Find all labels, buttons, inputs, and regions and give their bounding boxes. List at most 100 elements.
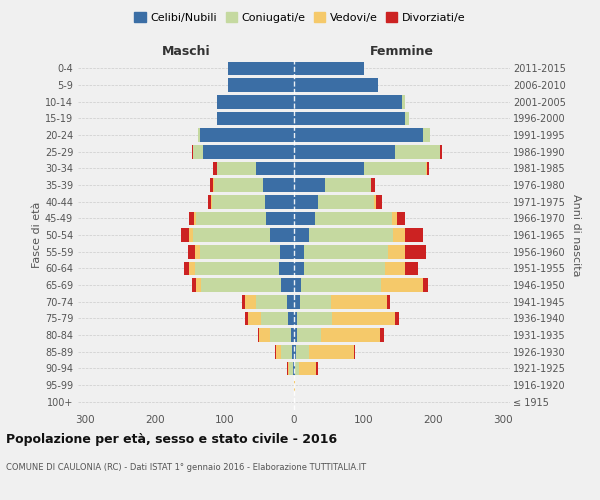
Bar xyxy=(406,245,427,258)
Bar xyxy=(281,345,292,358)
Bar xyxy=(371,178,375,192)
Bar xyxy=(287,362,288,375)
Bar xyxy=(385,262,406,275)
Bar xyxy=(276,345,281,358)
Bar xyxy=(393,228,406,242)
Bar xyxy=(440,145,442,158)
Bar xyxy=(265,195,294,208)
Bar xyxy=(181,228,190,242)
Bar xyxy=(427,162,429,175)
Bar xyxy=(278,262,294,275)
Bar xyxy=(259,328,269,342)
Bar xyxy=(395,145,440,158)
Bar xyxy=(294,178,325,192)
Text: Femmine: Femmine xyxy=(370,44,434,58)
Bar xyxy=(275,345,276,358)
Bar xyxy=(406,262,418,275)
Bar xyxy=(397,212,406,225)
Text: Popolazione per età, sesso e stato civile - 2016: Popolazione per età, sesso e stato civil… xyxy=(6,432,337,446)
Bar xyxy=(364,162,427,175)
Bar xyxy=(184,262,190,275)
Y-axis label: Fasce di età: Fasce di età xyxy=(32,202,42,268)
Bar xyxy=(202,278,281,292)
Bar xyxy=(211,195,212,208)
Bar xyxy=(260,312,289,325)
Bar xyxy=(294,228,310,242)
Bar xyxy=(245,312,248,325)
Bar xyxy=(245,295,256,308)
Bar xyxy=(294,62,364,75)
Bar xyxy=(298,312,332,325)
Bar xyxy=(228,78,294,92)
Bar xyxy=(248,312,260,325)
Bar xyxy=(294,262,304,275)
Legend: Celibi/Nubili, Coniugati/e, Vedovi/e, Divorziati/e: Celibi/Nubili, Coniugati/e, Vedovi/e, Di… xyxy=(130,8,470,28)
Bar xyxy=(304,245,388,258)
Bar xyxy=(269,328,290,342)
Bar xyxy=(213,162,217,175)
Bar xyxy=(263,178,294,192)
Bar xyxy=(316,362,317,375)
Bar xyxy=(188,245,195,258)
Bar xyxy=(319,195,374,208)
Bar xyxy=(294,212,315,225)
Text: COMUNE DI CAULONIA (RC) - Dati ISTAT 1° gennaio 2016 - Elaborazione TUTTITALIA.I: COMUNE DI CAULONIA (RC) - Dati ISTAT 1° … xyxy=(6,462,366,471)
Bar xyxy=(294,278,301,292)
Bar xyxy=(190,262,195,275)
Text: Maschi: Maschi xyxy=(161,44,211,58)
Bar xyxy=(297,328,321,342)
Bar xyxy=(266,212,294,225)
Bar xyxy=(258,328,259,342)
Bar xyxy=(294,128,423,142)
Bar xyxy=(315,212,392,225)
Bar xyxy=(321,328,380,342)
Bar xyxy=(242,295,245,308)
Bar xyxy=(292,345,294,358)
Bar xyxy=(217,162,256,175)
Bar xyxy=(294,78,377,92)
Bar xyxy=(294,328,297,342)
Bar xyxy=(296,345,308,358)
Bar xyxy=(256,162,294,175)
Bar xyxy=(287,295,294,308)
Bar xyxy=(295,362,299,375)
Bar xyxy=(209,178,213,192)
Bar xyxy=(376,195,382,208)
Bar xyxy=(189,212,194,225)
Bar xyxy=(213,178,214,192)
Bar xyxy=(402,95,406,108)
Bar xyxy=(208,195,211,208)
Bar xyxy=(294,95,402,108)
Bar xyxy=(294,195,319,208)
Bar xyxy=(332,312,395,325)
Bar xyxy=(423,278,428,292)
Bar xyxy=(212,195,265,208)
Bar xyxy=(325,178,371,192)
Bar xyxy=(354,345,355,358)
Y-axis label: Anni di nascita: Anni di nascita xyxy=(571,194,581,276)
Bar xyxy=(381,278,423,292)
Bar xyxy=(289,362,293,375)
Bar xyxy=(200,245,280,258)
Bar xyxy=(200,128,294,142)
Bar xyxy=(304,262,385,275)
Bar xyxy=(193,145,203,158)
Bar xyxy=(395,312,398,325)
Bar xyxy=(196,212,266,225)
Bar xyxy=(214,178,263,192)
Bar xyxy=(299,362,316,375)
Bar xyxy=(228,62,294,75)
Bar xyxy=(203,145,294,158)
Bar xyxy=(386,295,390,308)
Bar xyxy=(294,295,299,308)
Bar xyxy=(294,378,295,392)
Bar xyxy=(392,212,397,225)
Bar xyxy=(280,245,294,258)
Bar xyxy=(308,345,354,358)
Bar xyxy=(196,278,202,292)
Bar xyxy=(331,295,386,308)
Bar xyxy=(388,245,406,258)
Bar xyxy=(406,228,423,242)
Bar xyxy=(194,212,196,225)
Bar xyxy=(256,295,287,308)
